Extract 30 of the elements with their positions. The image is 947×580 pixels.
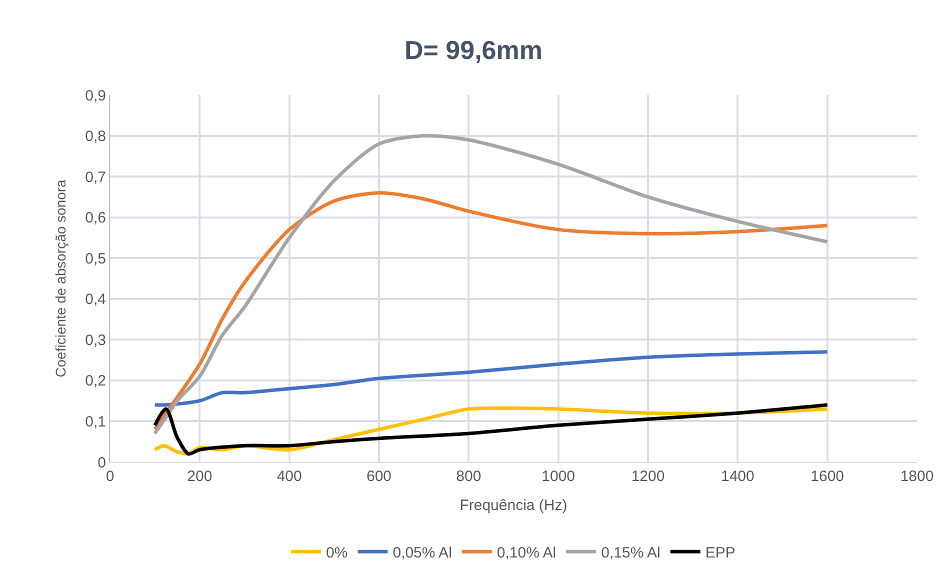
- y-tick-label: 0,3: [85, 332, 106, 349]
- y-tick-label: 0: [98, 454, 106, 472]
- legend-label: 0%: [326, 544, 348, 562]
- x-tick-label: 400: [276, 468, 302, 485]
- legend-label: 0,05% Al: [392, 544, 452, 562]
- x-axis-title: Frequência (Hz): [460, 497, 568, 514]
- y-tick-label: 0,5: [85, 250, 106, 268]
- x-tick-label: 1600: [810, 468, 844, 485]
- legend-label: EPP: [705, 544, 736, 562]
- y-tick-label: 0,6: [85, 210, 106, 227]
- legend-label: 0,15% Al: [601, 544, 660, 562]
- y-tick-label: 0,9: [85, 87, 106, 104]
- line-series: [153, 134, 830, 436]
- x-tick-label: 200: [187, 468, 212, 485]
- y-axis-title: Coeficiente de absorção sonora: [52, 179, 69, 378]
- x-tick-label: 1000: [542, 468, 576, 485]
- legend-label: 0,10% Al: [496, 544, 556, 562]
- line-series: [153, 350, 830, 407]
- x-tick-label: 1400: [720, 468, 754, 485]
- x-tick-label: 600: [366, 468, 392, 485]
- chart-title: D= 99,6mm: [404, 34, 543, 65]
- y-tick-label: 0,7: [85, 168, 106, 186]
- line-series: [153, 191, 830, 432]
- x-tick-label: 800: [456, 468, 482, 485]
- y-tick-label: 0,1: [85, 413, 106, 430]
- y-tick-label: 0,8: [85, 128, 106, 146]
- x-tick-label: 1800: [900, 468, 934, 485]
- y-tick-label: 0,4: [85, 291, 106, 308]
- x-tick-label: 1200: [631, 468, 665, 485]
- y-tick-label: 0,2: [85, 372, 106, 390]
